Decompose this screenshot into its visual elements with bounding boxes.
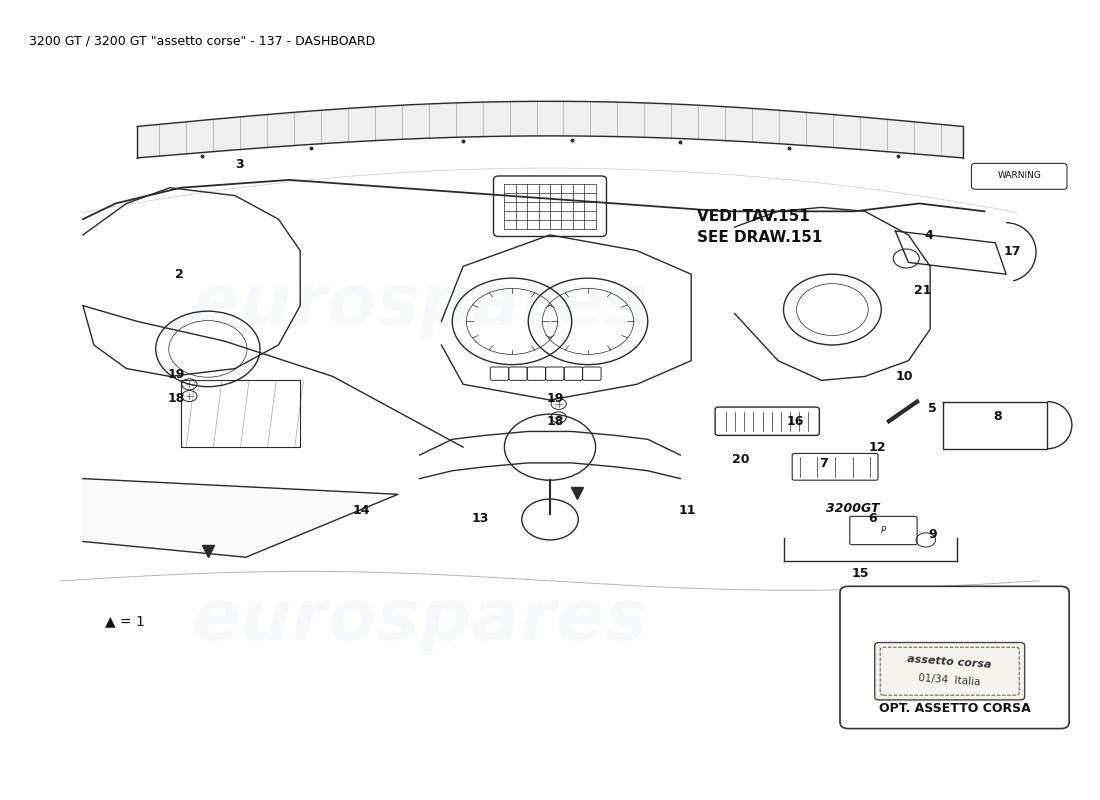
Text: eurospares: eurospares [191,271,648,340]
Text: 18: 18 [167,391,185,405]
Text: 14: 14 [352,504,370,517]
Text: 13: 13 [472,512,490,525]
Text: 2: 2 [175,268,184,281]
Text: 19: 19 [167,368,185,381]
Text: 01/34  Italia: 01/34 Italia [918,674,981,688]
FancyBboxPatch shape [840,586,1069,729]
FancyBboxPatch shape [874,642,1024,700]
Text: 20: 20 [733,453,750,466]
Text: 9: 9 [928,527,936,541]
Text: 15: 15 [851,567,869,580]
Text: 12: 12 [868,441,886,454]
Text: 7: 7 [820,457,828,470]
Text: 5: 5 [928,402,937,414]
Text: 16: 16 [786,415,804,428]
Text: 8: 8 [993,410,1002,422]
Text: 21: 21 [914,284,932,297]
Text: assetto corsa: assetto corsa [908,654,992,670]
Text: P: P [881,526,886,535]
Text: 3: 3 [235,158,244,171]
Text: eurospares: eurospares [191,586,648,654]
Text: WARNING: WARNING [998,170,1041,180]
Text: VEDI TAV.151
SEE DRAW.151: VEDI TAV.151 SEE DRAW.151 [696,209,822,245]
Text: 18: 18 [547,415,564,428]
FancyBboxPatch shape [971,163,1067,190]
Text: 6: 6 [868,512,877,525]
Text: 3200 GT / 3200 GT "assetto corse" - 137 - DASHBOARD: 3200 GT / 3200 GT "assetto corse" - 137 … [29,34,375,47]
Text: OPT. ASSETTO CORSA: OPT. ASSETTO CORSA [879,702,1031,714]
Text: 3200GT: 3200GT [826,502,879,515]
Text: 4: 4 [925,229,934,242]
Text: 17: 17 [1004,245,1022,258]
Text: ▲ = 1: ▲ = 1 [104,614,144,629]
Text: 11: 11 [679,504,695,517]
Text: 19: 19 [547,391,564,405]
Text: 10: 10 [895,370,913,383]
